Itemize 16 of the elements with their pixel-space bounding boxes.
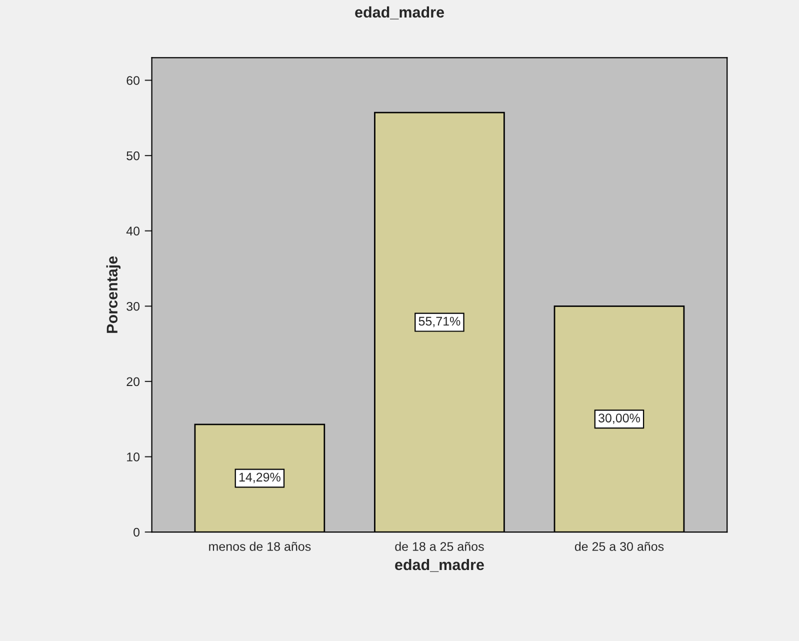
data-label: 30,00% xyxy=(598,414,640,424)
y-tick-label: 50 xyxy=(126,151,140,160)
y-tick-label: 10 xyxy=(127,452,140,462)
data-label: 14,29% xyxy=(239,472,280,484)
x-axis-title: edad_madre xyxy=(395,558,484,572)
chart-title: edad_madre xyxy=(355,6,444,20)
y-tick-label: 30 xyxy=(126,302,140,311)
x-tick-label: de 25 a 30 años xyxy=(574,542,664,551)
y-tick-label: 20 xyxy=(126,377,140,386)
x-tick-label: menos de 18 años xyxy=(209,542,311,551)
y-tick-label: 0 xyxy=(134,528,140,537)
data-label: 55,71% xyxy=(418,316,460,328)
y-axis-title: Porcentaje xyxy=(106,256,121,333)
y-tick-label: 60 xyxy=(126,76,140,85)
x-tick-label: de 18 a 25 años xyxy=(395,542,484,551)
y-tick-label: 40 xyxy=(126,226,140,236)
